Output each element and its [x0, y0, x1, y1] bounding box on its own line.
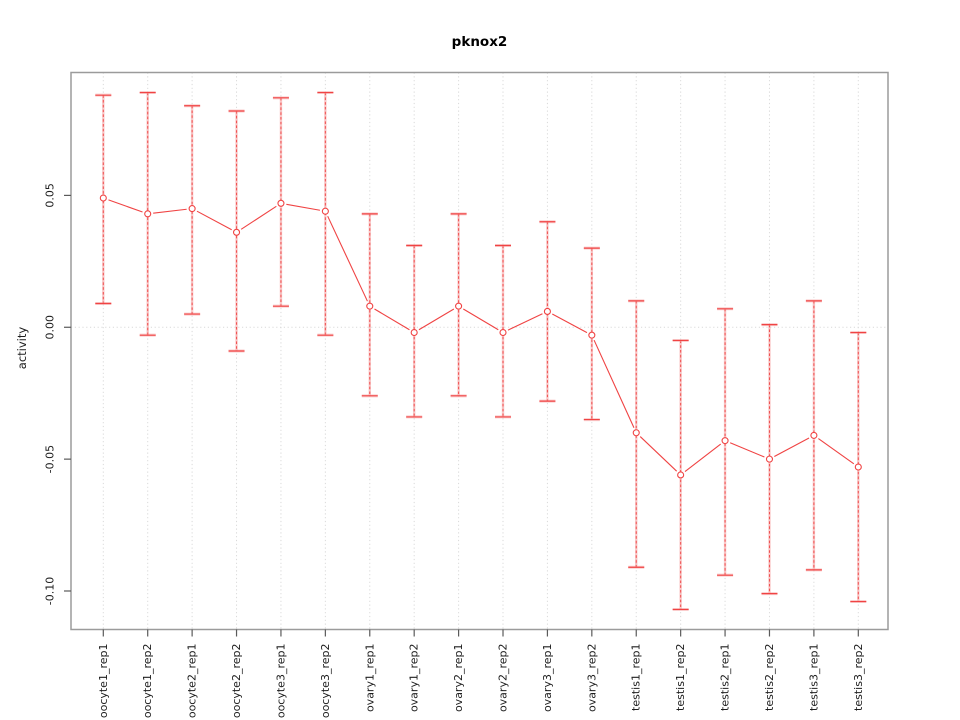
data-point-marker [188, 205, 196, 213]
x-tick-label: oocyte3_rep1 [274, 644, 287, 719]
data-point-marker [588, 331, 596, 339]
data-point-marker [854, 463, 862, 471]
x-tick-label: testis2_rep1 [719, 644, 732, 711]
x-tick-label: oocyte1_rep1 [97, 644, 110, 719]
series-segment [463, 308, 499, 331]
series-segment [286, 203, 321, 211]
x-tick-label: testis2_rep2 [763, 644, 776, 711]
x-tick-label: ovary2_rep1 [452, 644, 465, 713]
series-segment [507, 313, 543, 331]
data-point-marker [632, 429, 640, 437]
data-point-marker [277, 199, 285, 207]
x-tick-label: testis1_rep1 [630, 644, 643, 711]
series-segment [818, 438, 855, 465]
y-tick-label: -0.05 [44, 445, 57, 473]
data-point-marker [543, 307, 551, 315]
x-tick-label: ovary1_rep1 [363, 644, 376, 713]
series-segment [684, 443, 722, 473]
data-point-marker [455, 302, 463, 310]
x-tick-label: ovary1_rep2 [408, 644, 421, 713]
x-tick-label: oocyte2_rep1 [186, 644, 199, 719]
series-segment [418, 308, 455, 331]
series-segment [552, 313, 588, 334]
y-tick-label: 0.05 [44, 183, 57, 208]
series-segment [108, 199, 143, 213]
series-segment [729, 442, 765, 458]
y-tick-label: 0.00 [44, 315, 57, 340]
data-point-marker [232, 228, 241, 236]
data-point-marker [366, 302, 374, 310]
series-segment [774, 437, 810, 458]
x-tick-label: testis1_rep2 [674, 644, 687, 711]
data-point-marker [410, 328, 418, 337]
data-point-marker [677, 471, 685, 479]
x-tick-label: testis3_rep1 [807, 644, 820, 711]
series-segment [374, 308, 410, 331]
data-point-marker [721, 437, 729, 445]
series-segment [327, 215, 368, 302]
data-point-marker [321, 207, 329, 215]
series-segment [593, 339, 635, 428]
data-point-marker [99, 194, 107, 202]
plot-area: 0.05 0.00 -0.05 -0.10 oocyte1_rep1 oocyte1_re… [44, 71, 889, 719]
series-segment [196, 210, 232, 231]
data-point-marker [810, 431, 818, 439]
y-tick-label: -0.10 [44, 577, 57, 605]
x-tick-label: ovary2_rep2 [497, 644, 510, 713]
chart-title: pknox2 [452, 34, 508, 50]
x-tick-label: ovary3_rep1 [541, 644, 554, 713]
y-axis-label: activity [15, 327, 29, 370]
x-tick-label: oocyte1_rep2 [141, 644, 154, 719]
series-segment [639, 436, 678, 472]
x-tick-label: testis3_rep2 [852, 644, 865, 711]
plot-box [70, 71, 889, 631]
series-segment [240, 205, 277, 230]
data-point-marker [499, 328, 507, 337]
series-segment [153, 208, 187, 214]
x-tick-label: oocyte3_rep2 [319, 644, 332, 719]
x-tick-label: ovary3_rep2 [585, 644, 598, 713]
data-point-marker [144, 210, 152, 218]
data-point-marker [765, 455, 774, 463]
x-tick-label: oocyte2_rep2 [230, 644, 243, 719]
